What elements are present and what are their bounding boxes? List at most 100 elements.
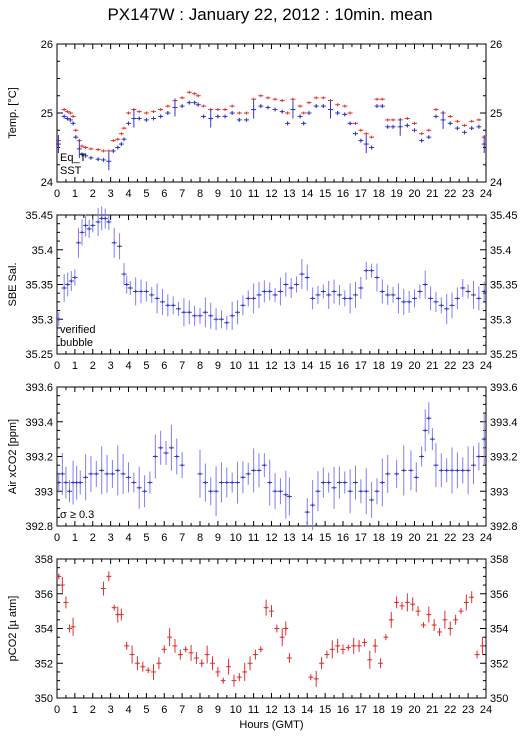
x-tick-label: 11 xyxy=(248,188,259,200)
y-tick-label-left: 393.2 xyxy=(25,452,53,464)
x-tick-label: 3 xyxy=(108,704,114,716)
y-tick-label-left: 358 xyxy=(35,554,53,566)
x-tick-label: 13 xyxy=(283,360,295,372)
x-tick-label: 19 xyxy=(391,188,403,200)
x-tick-label: 6 xyxy=(161,188,167,200)
y-tick-label-right: 35.4 xyxy=(490,245,511,257)
x-tick-label: 11 xyxy=(248,360,259,372)
x-tick-label: 19 xyxy=(391,704,403,716)
x-tick-label: 7 xyxy=(179,532,185,544)
x-tick-label: 21 xyxy=(426,360,438,372)
x-tick-label: 21 xyxy=(426,188,438,200)
x-tick-label: 1 xyxy=(72,188,78,200)
x-tick-label: 24 xyxy=(480,704,492,716)
x-tick-label: 20 xyxy=(408,360,420,372)
x-tick-label: 5 xyxy=(143,704,149,716)
x-tick-label: 12 xyxy=(265,532,277,544)
salinity-legend-entry: bubble xyxy=(60,337,93,349)
x-tick-label: 10 xyxy=(230,360,242,372)
y-tick-label-left: 35.25 xyxy=(25,349,53,361)
x-tick-label: 14 xyxy=(301,360,313,372)
x-tick-label: 9 xyxy=(215,188,221,200)
y-tick-label-left: 393.4 xyxy=(25,417,53,429)
x-tick-label: 3 xyxy=(108,532,114,544)
x-tick-label: 13 xyxy=(283,188,295,200)
y-tick-label-right: 393.4 xyxy=(490,417,518,429)
x-tick-label: 19 xyxy=(391,532,403,544)
x-tick-label: 23 xyxy=(462,188,474,200)
x-tick-label: 12 xyxy=(265,704,277,716)
x-tick-label: 4 xyxy=(125,532,131,544)
pco2-y-axis-label: pCO2 [µ atm] xyxy=(7,596,19,662)
y-tick-label-right: 393.2 xyxy=(490,452,518,464)
x-tick-label: 23 xyxy=(462,704,474,716)
x-tick-label: 24 xyxy=(480,532,492,544)
x-tick-label: 2 xyxy=(90,188,96,200)
x-tick-label: 10 xyxy=(230,188,242,200)
x-tick-label: 7 xyxy=(179,360,185,372)
x-tick-label: 18 xyxy=(373,532,385,544)
x-tick-label: 1 xyxy=(72,532,78,544)
y-tick-label-left: 26 xyxy=(41,39,53,51)
y-tick-label-left: 354 xyxy=(35,624,53,636)
x-tick-label: 11 xyxy=(248,532,259,544)
x-tick-label: 8 xyxy=(197,532,203,544)
x-tick-label: 9 xyxy=(215,532,221,544)
x-tick-label: 2 xyxy=(90,360,96,372)
temperature-legend-entry: Eq_T xyxy=(60,152,87,164)
x-tick-label: 7 xyxy=(179,704,185,716)
x-tick-label: 0 xyxy=(54,188,60,200)
y-tick-label-left: 24 xyxy=(41,177,53,189)
x-tick-label: 21 xyxy=(426,704,438,716)
x-tick-label: 16 xyxy=(337,532,349,544)
salinity-legend-entry: verified xyxy=(60,324,95,336)
y-tick-label-left: 393 xyxy=(35,486,53,498)
y-tick-label-right: 393 xyxy=(490,486,508,498)
x-tick-label: 1 xyxy=(72,360,78,372)
x-tick-label: 14 xyxy=(301,532,313,544)
x-tick-label: 23 xyxy=(462,532,474,544)
x-tick-label: 12 xyxy=(265,188,277,200)
y-tick-label-right: 35.3 xyxy=(490,314,511,326)
y-tick-label-right: 356 xyxy=(490,589,508,601)
y-tick-label-left: 350 xyxy=(35,693,53,705)
y-tick-label-left: 352 xyxy=(35,658,53,670)
x-tick-label: 16 xyxy=(337,360,349,372)
y-tick-label-right: 35.45 xyxy=(490,210,518,222)
x-tick-label: 11 xyxy=(248,704,259,716)
x-tick-label: 22 xyxy=(444,532,456,544)
x-tick-label: 6 xyxy=(161,704,167,716)
xco2-legend-entry: σ ≥ 0.3 xyxy=(60,509,94,521)
y-tick-label-right: 35.25 xyxy=(490,349,518,361)
x-tick-label: 20 xyxy=(408,704,420,716)
x-tick-label: 12 xyxy=(265,360,277,372)
x-tick-label: 16 xyxy=(337,704,349,716)
y-tick-label-left: 35.35 xyxy=(25,280,53,292)
x-tick-label: 20 xyxy=(408,532,420,544)
chart-title: PX147W : January 22, 2012 : 10min. mean xyxy=(107,5,432,24)
x-tick-label: 24 xyxy=(480,360,492,372)
x-tick-label: 17 xyxy=(355,188,367,200)
x-tick-label: 10 xyxy=(230,704,242,716)
x-tick-label: 17 xyxy=(355,704,367,716)
y-tick-label-left: 35.45 xyxy=(25,210,53,222)
y-tick-label-right: 24 xyxy=(490,177,502,189)
temperature-legend-entry: SST xyxy=(60,165,82,177)
y-tick-label-left: 25 xyxy=(41,108,53,120)
y-tick-label-left: 356 xyxy=(35,589,53,601)
temperature-y-axis-label: Temp. [°C] xyxy=(7,87,19,138)
y-tick-label-right: 352 xyxy=(490,658,508,670)
x-tick-label: 3 xyxy=(108,360,114,372)
x-tick-label: 15 xyxy=(319,188,331,200)
x-tick-label: 23 xyxy=(462,360,474,372)
x-tick-label: 5 xyxy=(143,188,149,200)
x-tick-label: 14 xyxy=(301,704,313,716)
x-tick-label: 17 xyxy=(355,532,367,544)
y-tick-label-right: 392.8 xyxy=(490,521,518,533)
x-tick-label: 17 xyxy=(355,360,367,372)
x-tick-label: 1 xyxy=(72,704,78,716)
x-tick-label: 18 xyxy=(373,704,385,716)
x-tick-label: 19 xyxy=(391,360,403,372)
x-tick-label: 15 xyxy=(319,704,331,716)
